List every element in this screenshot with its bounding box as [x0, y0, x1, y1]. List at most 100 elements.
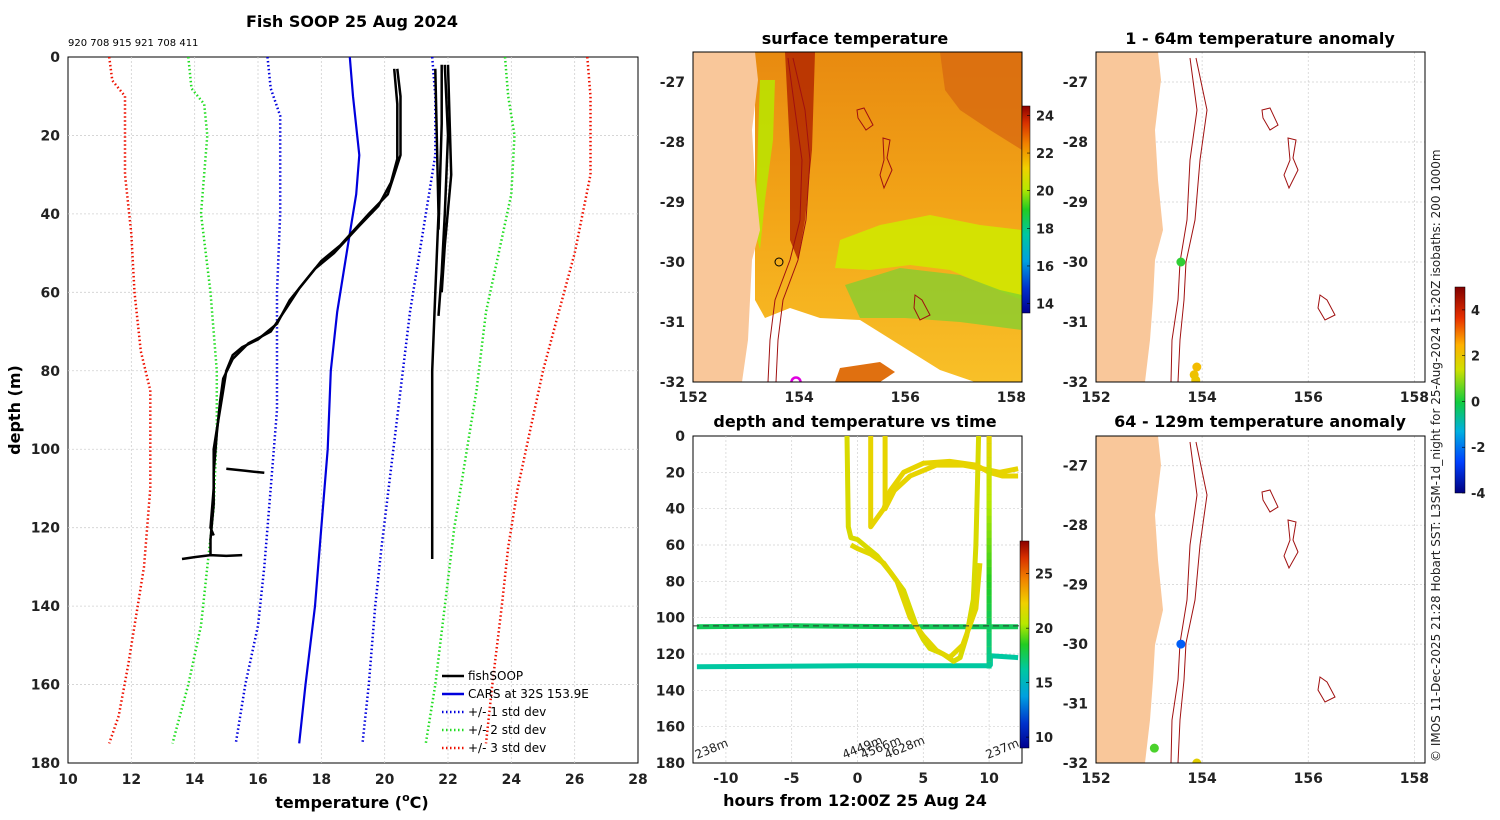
colorbar-tick-label: -4 — [1471, 487, 1485, 502]
profile-xtick-label: 16 — [248, 772, 267, 788]
map-ytick-label: -32 — [1063, 756, 1088, 772]
time-depth-xtick-label: -10 — [713, 771, 739, 787]
map-xtick-label: 156 — [1294, 771, 1323, 787]
map-xtick-label: 158 — [1400, 771, 1429, 787]
time-depth-ytick-label: 40 — [666, 502, 686, 518]
anomaly-shallow-isobath-1000 — [1177, 57, 1208, 382]
time-depth-panel: depth and temperature vs time -10 -5 0 5 100… — [656, 412, 1053, 810]
anomaly-shallow-ticks: 152 154 156 158 -27 -28 -29 -30 -31 -32 — [1063, 75, 1429, 406]
time-depth-ytick-label: 140 — [656, 683, 685, 699]
anomaly-point — [1192, 362, 1202, 372]
anomaly-colorbar — [1454, 286, 1466, 494]
time-depth-colorbar — [1019, 540, 1030, 749]
anomaly-colorbar-group: 4 2 0 -2 -4 — [1454, 286, 1485, 502]
sst-south-patch — [835, 362, 895, 382]
anomaly-deep-ticks: 152 154 156 158 -27 -28 -29 -30 -31 -32 — [1063, 459, 1429, 787]
map-xtick-label: 156 — [1294, 390, 1323, 406]
profile-ylabel: depth (m) — [5, 365, 24, 455]
sst-cool-band — [835, 215, 1022, 300]
profile-xtick-label: 22 — [438, 772, 457, 788]
profile-xtick-label: 20 — [375, 772, 395, 788]
anomaly-deep-frame — [1095, 435, 1426, 764]
sst-warm-eddy — [940, 52, 1022, 150]
time-depth-ytick-label: 180 — [656, 756, 685, 772]
profile-axes — [67, 56, 639, 764]
credit-text: © IMOS 11-Dec-2025 21:28 Hobart SST: L3S… — [1429, 149, 1443, 762]
profile-xlabel: temperature (oC) — [275, 791, 428, 812]
legend-label: CARS at 32S 153.9E — [468, 687, 589, 701]
sst-eac-core — [785, 52, 815, 260]
sst-field — [693, 52, 1022, 382]
profile-line-cars-at-32s-153-9e — [298, 57, 361, 744]
profile-line--1-std — [361, 57, 437, 744]
anomaly-shallow-isobath-200 — [1170, 57, 1198, 382]
anomaly-point — [1176, 257, 1186, 267]
profile-xtick-label: 12 — [122, 772, 141, 788]
anomaly-shallow-grid — [1096, 52, 1425, 382]
sst-ship-marker — [790, 376, 802, 382]
time-depth-series — [693, 436, 1022, 670]
profile-ytick-label: 140 — [31, 599, 60, 615]
sst-colorbar-ticks: 24 22 20 18 16 14 — [1027, 109, 1054, 313]
anomaly-shallow-seamount-1 — [1261, 107, 1279, 131]
anomaly-point — [1192, 758, 1202, 763]
colorbar-tick-label: -2 — [1471, 441, 1485, 456]
time-depth-ytick-label: 0 — [675, 429, 685, 445]
profile-line-fishsoop-bottom — [181, 553, 243, 561]
anomaly-point — [1149, 743, 1159, 753]
time-depth-ytick-label: 120 — [656, 647, 685, 663]
time-depth-track-tow-d — [849, 542, 983, 661]
map-ytick-label: -30 — [1063, 255, 1089, 271]
legend-label: fishSOOP — [468, 669, 523, 683]
colorbar-tick-label: 20 — [1035, 622, 1053, 637]
sst-ticks: 152 154 156 158 -27 -28 -29 -30 -31 -32 — [660, 75, 1026, 406]
colorbar-tick-label: 10 — [1035, 731, 1053, 746]
colorbar-tick-label: 20 — [1036, 185, 1054, 200]
sst-seamount-1 — [856, 107, 874, 131]
anomaly-deep-isobath-1000 — [1177, 441, 1208, 763]
profile-ytick-label: 100 — [31, 442, 60, 458]
map-xtick-label: 152 — [1081, 771, 1110, 787]
anomaly-colorbar-ticks: 4 2 0 -2 -4 — [1462, 304, 1485, 502]
time-depth-colorbar-ticks: 25 20 15 10 — [1026, 568, 1053, 746]
time-depth-track-tow-c — [882, 436, 1019, 512]
anomaly-deep-seamount-2 — [1283, 519, 1299, 570]
map-ytick-label: -31 — [1063, 697, 1088, 713]
profile-xtick-label: 24 — [502, 772, 522, 788]
map-ytick-label: -29 — [1063, 578, 1088, 594]
sst-seamount-3 — [913, 294, 931, 321]
map-xtick-label: 154 — [785, 390, 814, 406]
map-ytick-label: -28 — [1063, 518, 1088, 534]
anomaly-shallow-land — [1096, 52, 1163, 382]
map-xtick-label: 152 — [678, 390, 707, 406]
map-ytick-label: -29 — [660, 195, 685, 211]
map-xtick-label: 154 — [1188, 390, 1217, 406]
map-ytick-label: -28 — [1063, 135, 1088, 151]
profile-xtick-label: 26 — [565, 772, 584, 788]
map-ytick-label: -30 — [660, 255, 686, 271]
map-xtick-label: 152 — [1081, 390, 1110, 406]
map-ytick-label: -29 — [1063, 195, 1088, 211]
map-ytick-label: -32 — [1063, 375, 1088, 391]
legend-label: +/- 3 std dev — [468, 741, 546, 755]
profile-xtick-label: 10 — [58, 772, 78, 788]
profile-panel: Fish SOOP 25 Aug 2024 920 708 915 921 70… — [5, 12, 648, 812]
colorbar-tick-label: 18 — [1036, 222, 1054, 237]
time-depth-ytick-label: 60 — [666, 538, 686, 554]
profile-line-fishsoop-warm-2 — [437, 64, 450, 316]
profile-ytick-label: 180 — [31, 756, 60, 772]
time-depth-title: depth and temperature vs time — [713, 412, 996, 431]
colorbar-tick-label: 2 — [1471, 350, 1480, 365]
anomaly-shallow-seamount-2 — [1283, 137, 1299, 190]
colorbar-tick-label: 24 — [1036, 109, 1054, 124]
profile-ytick-label: 80 — [41, 364, 61, 380]
profile-legend: fishSOOP CARS at 32S 153.9E +/- 1 std dev +… — [442, 669, 589, 755]
anomaly-shallow-title: 1 - 64m temperature anomaly — [1125, 29, 1395, 48]
profile-line-fishsoop-2 — [209, 68, 399, 556]
anomaly-shallow-seamount-3 — [1317, 294, 1336, 321]
profile-xtick-label: 18 — [312, 772, 331, 788]
profile-ytick-label: 0 — [50, 50, 60, 66]
legend-label: +/- 2 std dev — [468, 723, 546, 737]
profile-line--2-std — [424, 57, 516, 744]
